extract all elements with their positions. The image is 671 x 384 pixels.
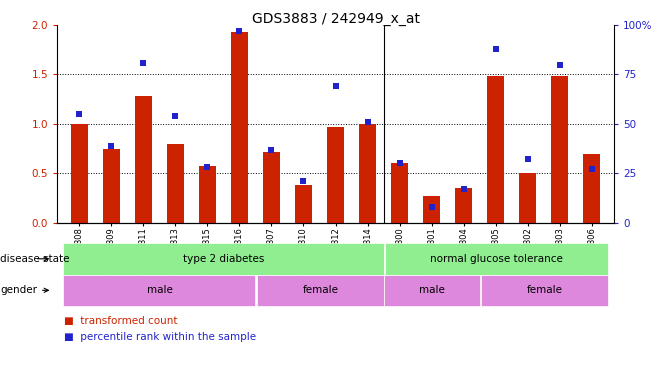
Text: male: male bbox=[146, 285, 172, 295]
Bar bbox=[391, 164, 409, 223]
Bar bbox=[582, 154, 601, 223]
Bar bbox=[327, 127, 344, 223]
Point bbox=[458, 186, 469, 192]
Text: GDS3883 / 242949_x_at: GDS3883 / 242949_x_at bbox=[252, 12, 419, 26]
Bar bbox=[262, 152, 280, 223]
Point bbox=[426, 204, 437, 210]
Point bbox=[362, 119, 373, 125]
Bar bbox=[103, 149, 120, 223]
Bar bbox=[64, 275, 256, 306]
Point bbox=[554, 61, 565, 68]
Text: gender: gender bbox=[0, 285, 48, 295]
Bar bbox=[257, 275, 384, 306]
Text: disease state: disease state bbox=[0, 254, 70, 264]
Bar bbox=[486, 76, 505, 223]
Text: female: female bbox=[526, 285, 562, 295]
Bar bbox=[423, 196, 440, 223]
Bar bbox=[295, 185, 312, 223]
Point bbox=[394, 161, 405, 167]
Bar bbox=[359, 124, 376, 223]
Bar bbox=[384, 275, 480, 306]
Bar bbox=[551, 76, 568, 223]
Point bbox=[522, 156, 533, 162]
Point bbox=[138, 60, 149, 66]
Bar bbox=[231, 32, 248, 223]
Bar bbox=[70, 124, 89, 223]
Text: ■  transformed count: ■ transformed count bbox=[64, 316, 177, 326]
Bar bbox=[135, 96, 152, 223]
Point bbox=[266, 146, 277, 152]
Point bbox=[298, 178, 309, 184]
Point bbox=[491, 46, 501, 52]
Bar bbox=[199, 166, 216, 223]
Point bbox=[106, 142, 117, 149]
Text: type 2 diabetes: type 2 diabetes bbox=[183, 254, 264, 264]
Point bbox=[330, 83, 341, 89]
Text: normal glucose tolerance: normal glucose tolerance bbox=[430, 254, 563, 264]
Point bbox=[74, 111, 85, 117]
Bar bbox=[385, 243, 607, 275]
Bar bbox=[519, 173, 536, 223]
Point bbox=[234, 28, 245, 34]
Bar bbox=[166, 144, 185, 223]
Text: male: male bbox=[419, 285, 444, 295]
Point bbox=[170, 113, 180, 119]
Point bbox=[586, 166, 597, 172]
Bar bbox=[481, 275, 607, 306]
Text: female: female bbox=[303, 285, 338, 295]
Text: ■  percentile rank within the sample: ■ percentile rank within the sample bbox=[64, 332, 256, 342]
Bar bbox=[64, 243, 384, 275]
Point bbox=[202, 164, 213, 170]
Bar bbox=[455, 188, 472, 223]
